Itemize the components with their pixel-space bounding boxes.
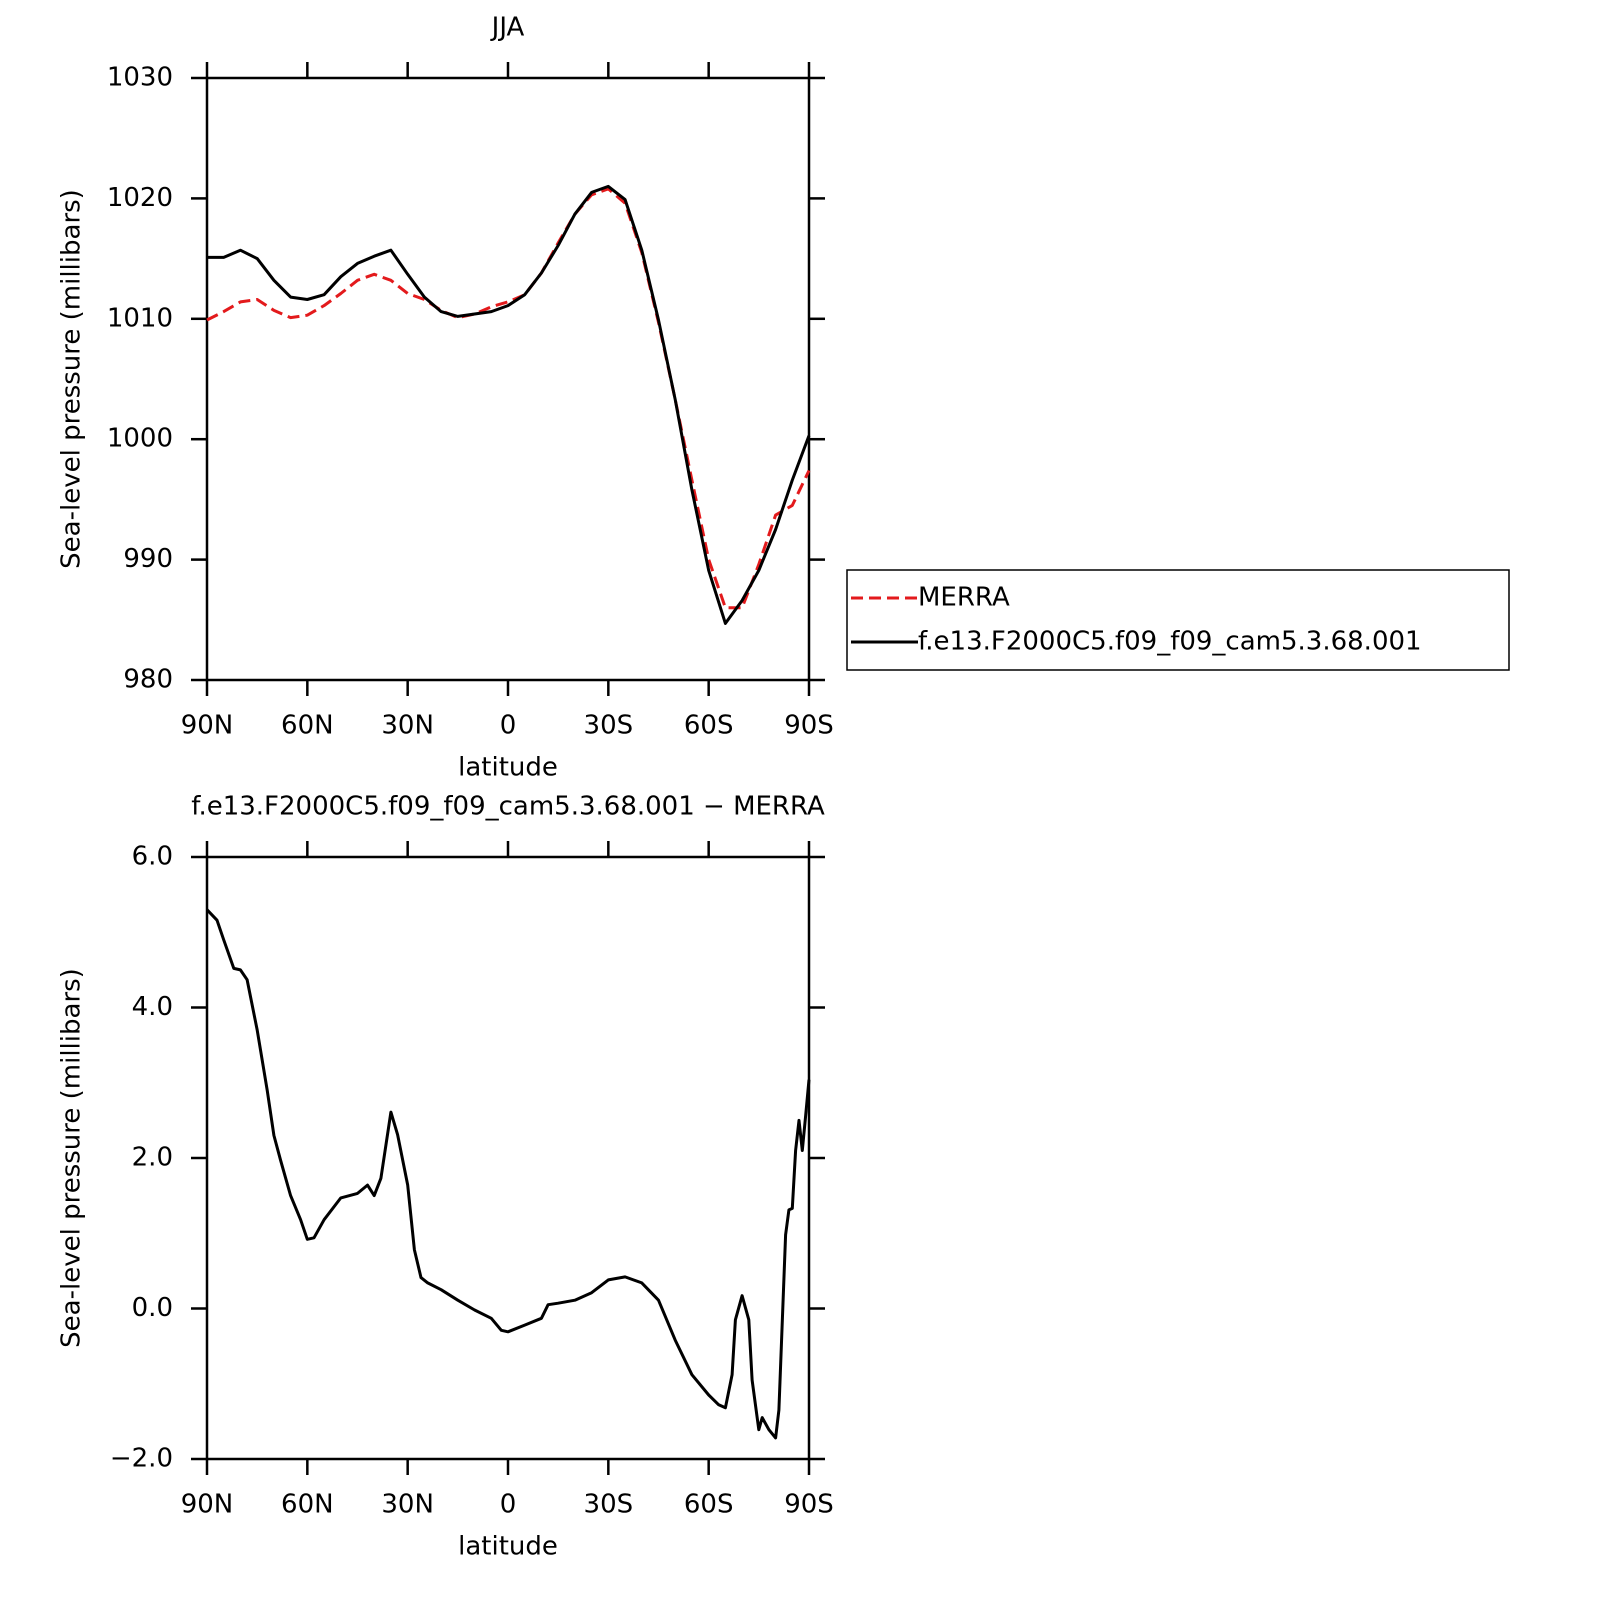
y-tick-label: 2.0 (132, 1143, 173, 1173)
data-line (206, 187, 811, 610)
x-tick-label: 30N (381, 711, 434, 741)
y-tick-label: 1030 (107, 63, 173, 93)
plot-frame (205, 76, 811, 682)
x-tick-label: 60S (684, 1490, 734, 1520)
y-tick-label: 980 (123, 665, 173, 695)
chart-title: f.e13.F2000C5.f09_f09_cam5.3.68.001 − ME… (191, 792, 825, 822)
x-tick-label: 90S (784, 711, 834, 741)
x-tick-label: 0 (500, 1490, 517, 1520)
plot-frame (205, 855, 811, 1461)
legend-label: MERRA (918, 583, 1010, 613)
x-axis-label: latitude (458, 1532, 558, 1562)
x-tick-label: 30N (381, 1490, 434, 1520)
x-tick-label: 60S (684, 711, 734, 741)
data-line (205, 908, 811, 1440)
x-tick-label: 30S (584, 711, 634, 741)
y-tick-label: 6.0 (132, 842, 173, 872)
x-tick-label: 60N (281, 711, 334, 741)
data-line (207, 184, 811, 625)
x-tick-label: 60N (281, 1490, 334, 1520)
x-tick-label: 90S (784, 1490, 834, 1520)
x-tick-label: 90N (181, 711, 234, 741)
y-tick-label: 1010 (107, 303, 173, 333)
y-tick-label: 1000 (107, 424, 173, 454)
y-axis-label: Sea-level pressure (millibars) (57, 189, 87, 569)
chart-title: JJA (490, 13, 525, 43)
x-tick-label: 0 (500, 711, 517, 741)
legend-label: f.e13.F2000C5.f09_f09_cam5.3.68.001 (918, 627, 1422, 657)
y-axis-label: Sea-level pressure (millibars) (57, 968, 87, 1348)
legend-box (846, 569, 1510, 671)
y-tick-label: 4.0 (132, 992, 173, 1022)
y-tick-label: −2.0 (110, 1444, 173, 1474)
y-tick-label: 990 (123, 544, 173, 574)
x-tick-label: 90N (181, 1490, 234, 1520)
x-axis-label: latitude (458, 753, 558, 783)
y-tick-label: 0.0 (132, 1293, 173, 1323)
x-tick-label: 30S (584, 1490, 634, 1520)
y-tick-label: 1020 (107, 183, 173, 213)
